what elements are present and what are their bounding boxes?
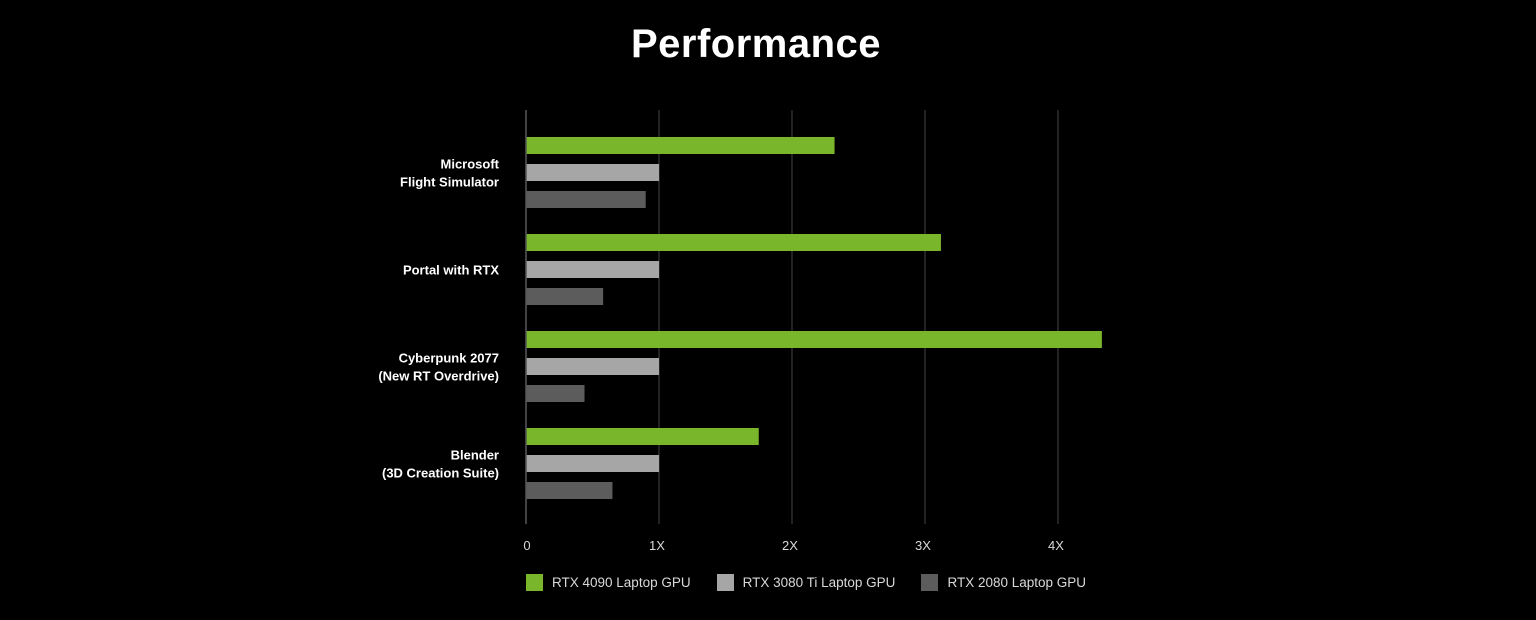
bar-rtx-3080-ti-laptop-gpu-1 [526,261,659,278]
legend-label-rtx-3080-ti: RTX 3080 Ti Laptop GPU [742,575,896,590]
category-label: Microsoft Flight Simulator [400,157,500,190]
bar-rtx-4090-laptop-gpu-1 [526,234,941,251]
legend-item-rtx-3080-ti: RTX 3080 Ti Laptop GPU [716,574,896,591]
category-label-line: Microsoft [441,157,500,172]
bar-rtx-4090-laptop-gpu-3 [526,428,759,445]
chart-title: Performance [630,22,882,66]
x-tick-label: 4X [1048,538,1064,553]
legend-label-rtx-4090: RTX 4090 Laptop GPU [552,575,691,590]
legend-swatch-rtx-2080 [921,574,939,591]
legend-item-rtx-4090: RTX 4090 Laptop GPU [526,574,691,591]
legend-swatch-rtx-3080-ti [716,574,734,591]
category-label: Portal with RTX [403,263,499,278]
bar-rtx-3080-ti-laptop-gpu-3 [526,455,659,472]
category-label-line: Portal with RTX [403,263,499,278]
bar-rtx-2080-laptop-gpu-1 [526,288,604,305]
legend-swatch-rtx-4090 [526,574,543,591]
bar-rtx-3080-ti-laptop-gpu-0 [526,164,659,181]
bar-rtx-2080-laptop-gpu-2 [526,385,585,402]
legend-label-rtx-2080: RTX 2080 Laptop GPU [947,575,1087,590]
category-label: Blender (3D Creation Suite) [382,448,499,481]
bar-rtx-2080-laptop-gpu-3 [526,482,613,499]
category-label-line: Cyberpunk 2077 [399,351,499,366]
x-tick-label: 1X [649,538,665,553]
bar-rtx-3080-ti-laptop-gpu-2 [526,358,659,375]
category-label: Cyberpunk 2077 (New RT Overdrive) [378,351,499,384]
category-label-line: (3D Creation Suite) [382,466,499,481]
category-label-line: Blender [451,448,499,463]
legend-item-rtx-2080: RTX 2080 Laptop GPU [921,574,1086,591]
chart-legend: RTX 4090 Laptop GPU RTX 3080 Ti Laptop G… [526,574,1112,591]
x-tick-label: 2X [782,538,798,553]
x-tick-label: 3X [915,538,931,553]
category-label-line: (New RT Overdrive) [378,369,499,384]
bar-rtx-2080-laptop-gpu-0 [526,191,646,208]
bar-rtx-4090-laptop-gpu-0 [526,137,835,154]
category-label-line: Flight Simulator [400,175,499,190]
x-tick-label: 0 [523,538,530,553]
bar-rtx-4090-laptop-gpu-2 [526,331,1102,348]
